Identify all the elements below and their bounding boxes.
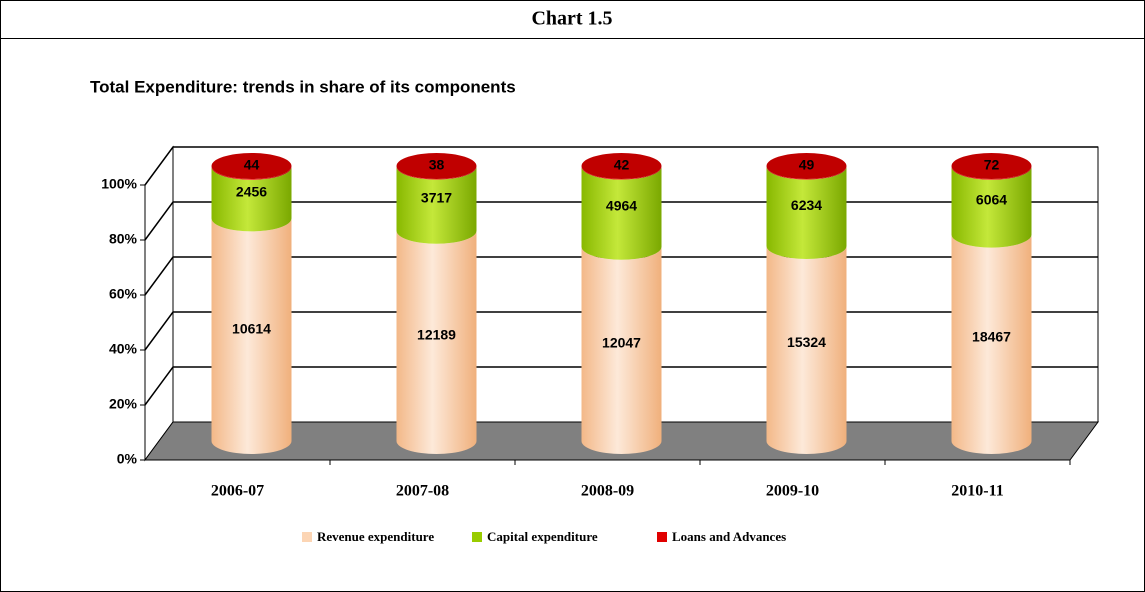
legend-label: Revenue expenditure <box>317 529 434 544</box>
bar-segment <box>951 234 1032 454</box>
bar-segment <box>581 166 662 260</box>
bar-segment <box>396 166 477 244</box>
data-label: 10614 <box>232 320 271 336</box>
x-tick-label: 2010-11 <box>951 483 1003 500</box>
y-tick-label: 100% <box>101 176 137 192</box>
bar-top <box>766 153 847 179</box>
bar-segment <box>211 166 292 232</box>
grid-line <box>144 146 1098 186</box>
plot: 0% 20% 40% 60% 80% 100% 2006-07 10614 2456 44 2007… <box>101 145 1099 544</box>
data-label: 6234 <box>791 197 822 213</box>
bar-segment <box>211 218 292 454</box>
bar-top <box>581 153 662 179</box>
legend-label: Capital expenditure <box>487 529 598 544</box>
side-wall <box>144 145 174 462</box>
legend-swatch <box>302 532 312 542</box>
bar-segment <box>581 246 662 454</box>
x-tick-label: 2009-10 <box>766 483 819 500</box>
bar-top <box>951 153 1032 179</box>
data-label: 72 <box>984 157 1000 173</box>
data-label: 12047 <box>602 335 641 351</box>
bar-top <box>396 153 477 179</box>
bar-segment <box>396 230 477 454</box>
data-label: 6064 <box>976 191 1007 207</box>
bar-segment <box>766 166 847 259</box>
bar-segment <box>766 245 847 454</box>
data-label: 3717 <box>421 189 452 205</box>
data-label: 38 <box>429 157 445 173</box>
data-label: 18467 <box>972 328 1011 344</box>
chart-title: Total Expenditure: trends in share of it… <box>90 77 516 96</box>
x-tick-label: 2007-08 <box>396 483 449 500</box>
data-label: 12189 <box>417 327 456 343</box>
data-label: 2456 <box>236 183 267 199</box>
legend-swatch <box>657 532 667 542</box>
bar-segment <box>951 166 1032 248</box>
x-tick-label: 2008-09 <box>581 483 634 500</box>
legend-swatch <box>472 532 482 542</box>
y-tick-label: 80% <box>109 231 138 247</box>
data-label: 44 <box>244 157 260 173</box>
x-tick-label: 2006-07 <box>211 483 264 500</box>
y-tick-label: 40% <box>109 341 138 357</box>
data-label: 42 <box>614 157 630 173</box>
header-title: Chart 1.5 <box>531 8 612 30</box>
data-label: 49 <box>799 157 815 173</box>
data-label: 15324 <box>787 334 826 350</box>
y-tick-label: 0% <box>117 451 138 467</box>
bar-top <box>211 153 292 179</box>
legend-label: Loans and Advances <box>672 529 786 544</box>
y-tick-label: 20% <box>109 396 138 412</box>
y-tick-label: 60% <box>109 286 138 302</box>
data-label: 4964 <box>606 197 637 213</box>
